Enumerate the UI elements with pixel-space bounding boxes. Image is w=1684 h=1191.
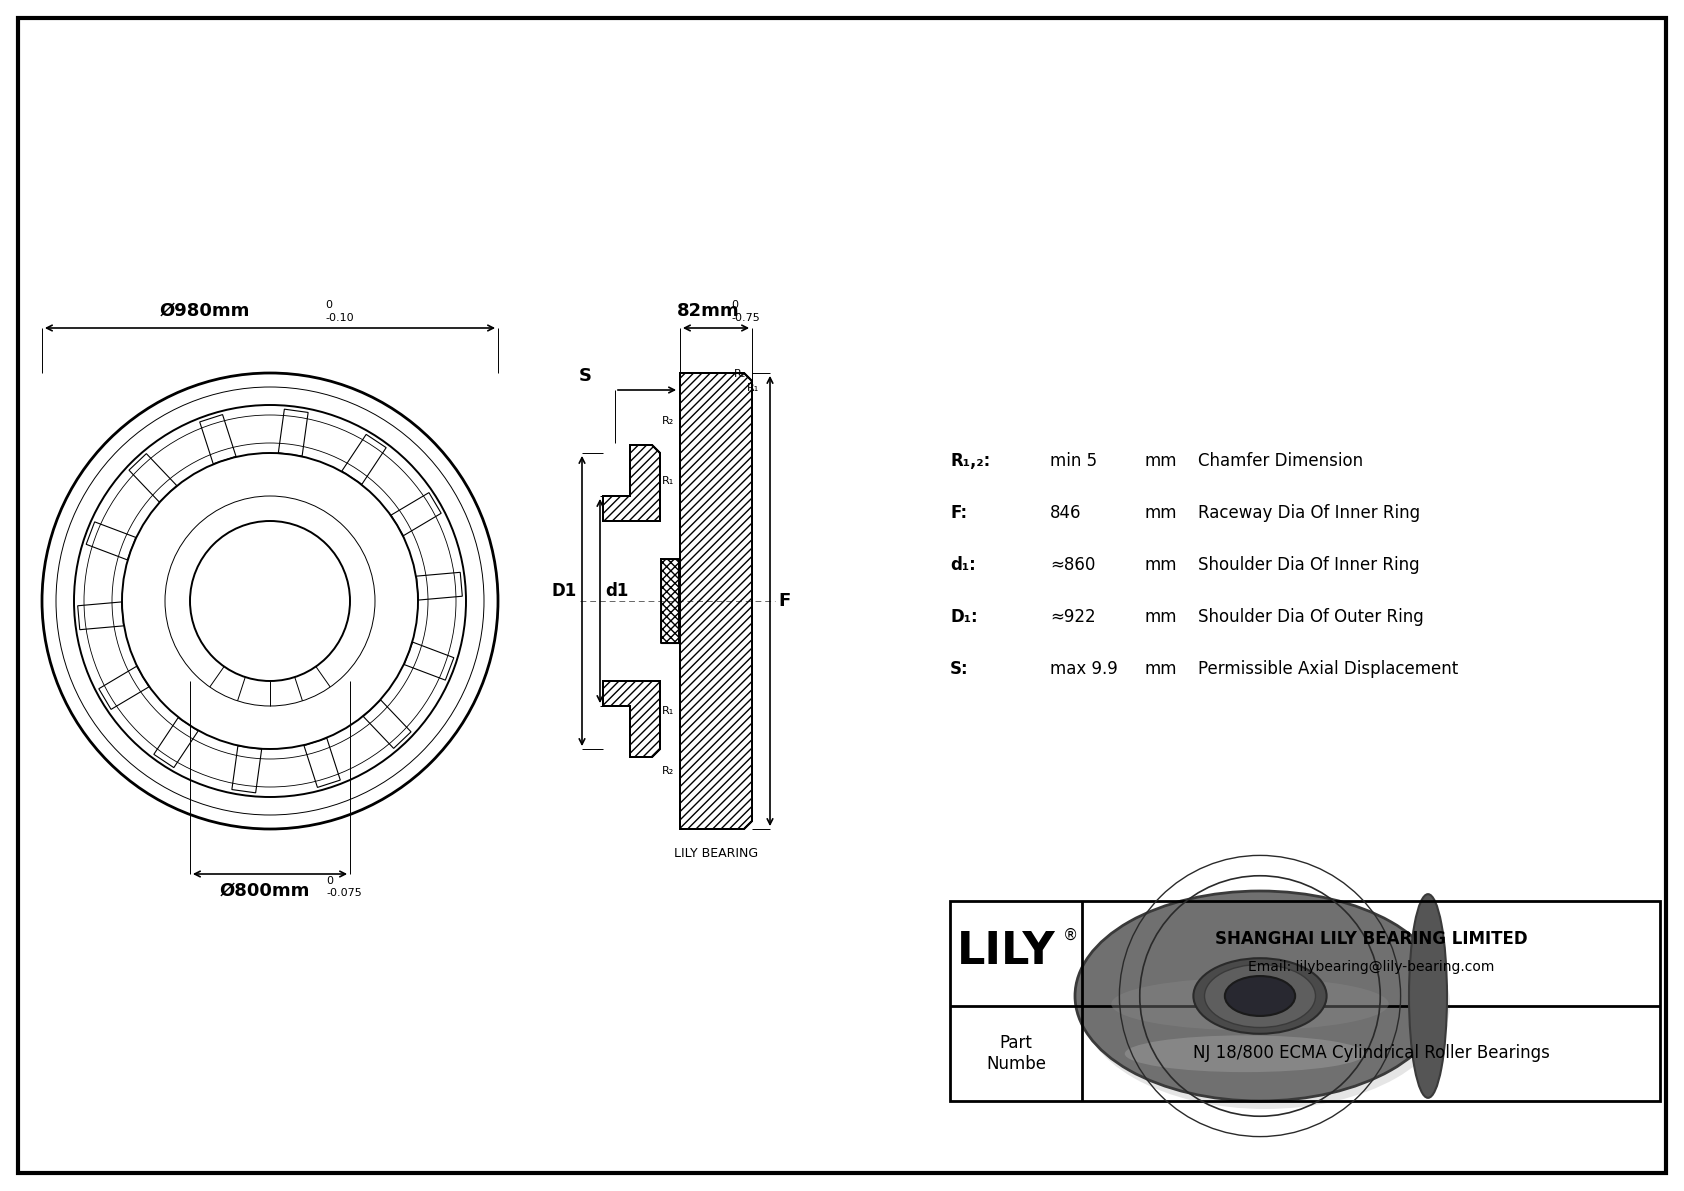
Text: d₁:: d₁: (950, 556, 975, 574)
Text: Part
Numbe: Part Numbe (987, 1034, 1046, 1073)
Text: LILY BEARING: LILY BEARING (674, 847, 758, 860)
Text: D₁:: D₁: (950, 607, 978, 626)
Text: 0: 0 (327, 877, 333, 886)
Text: SHANGHAI LILY BEARING LIMITED: SHANGHAI LILY BEARING LIMITED (1214, 930, 1527, 948)
Text: Shoulder Dia Of Inner Ring: Shoulder Dia Of Inner Ring (1197, 556, 1420, 574)
Text: F: F (778, 592, 790, 610)
Text: D1: D1 (552, 582, 578, 600)
Text: R₁: R₁ (748, 384, 759, 393)
Ellipse shape (1410, 894, 1447, 1098)
Text: S: S (579, 367, 591, 385)
Ellipse shape (1194, 959, 1327, 1034)
Ellipse shape (1111, 978, 1389, 1030)
Text: ≈922: ≈922 (1051, 607, 1096, 626)
Text: Permissible Axial Displacement: Permissible Axial Displacement (1197, 660, 1458, 678)
Text: -0.75: -0.75 (731, 313, 759, 323)
Text: mm: mm (1145, 660, 1177, 678)
Text: mm: mm (1145, 556, 1177, 574)
Text: R₁: R₁ (662, 706, 674, 716)
Ellipse shape (1224, 977, 1295, 1016)
Text: mm: mm (1145, 607, 1177, 626)
Ellipse shape (1074, 891, 1445, 1100)
Text: Shoulder Dia Of Outer Ring: Shoulder Dia Of Outer Ring (1197, 607, 1423, 626)
Text: Raceway Dia Of Inner Ring: Raceway Dia Of Inner Ring (1197, 504, 1420, 522)
Text: ®: ® (1063, 928, 1078, 943)
Text: max 9.9: max 9.9 (1051, 660, 1118, 678)
Bar (950, 902, 1660, 1100)
Ellipse shape (1204, 965, 1315, 1028)
Text: 82mm: 82mm (677, 303, 739, 320)
Text: F:: F: (950, 504, 967, 522)
Text: ≈860: ≈860 (1051, 556, 1095, 574)
Text: 846: 846 (1051, 504, 1081, 522)
Text: R₁,₂:: R₁,₂: (950, 453, 990, 470)
Text: mm: mm (1145, 504, 1177, 522)
Text: d1: d1 (605, 582, 628, 600)
Text: R₂: R₂ (662, 416, 674, 426)
Text: mm: mm (1145, 453, 1177, 470)
Text: NJ 18/800 ECMA Cylindrical Roller Bearings: NJ 18/800 ECMA Cylindrical Roller Bearin… (1192, 1045, 1549, 1062)
Ellipse shape (1125, 1035, 1366, 1072)
Ellipse shape (1079, 899, 1450, 1109)
Text: S:: S: (950, 660, 968, 678)
Text: Email: lilybearing@lily-bearing.com: Email: lilybearing@lily-bearing.com (1248, 960, 1494, 973)
Text: 0: 0 (325, 300, 332, 310)
Text: Ø980mm: Ø980mm (160, 303, 251, 320)
Text: R₂: R₂ (734, 369, 746, 379)
Text: R₁: R₁ (662, 476, 674, 486)
Text: Ø800mm: Ø800mm (221, 883, 310, 900)
Text: -0.075: -0.075 (327, 888, 362, 898)
Text: 0: 0 (731, 300, 738, 310)
Text: LILY: LILY (957, 930, 1056, 973)
Text: -0.10: -0.10 (325, 313, 354, 323)
Text: Chamfer Dimension: Chamfer Dimension (1197, 453, 1362, 470)
Text: min 5: min 5 (1051, 453, 1096, 470)
Text: R₂: R₂ (662, 766, 674, 777)
